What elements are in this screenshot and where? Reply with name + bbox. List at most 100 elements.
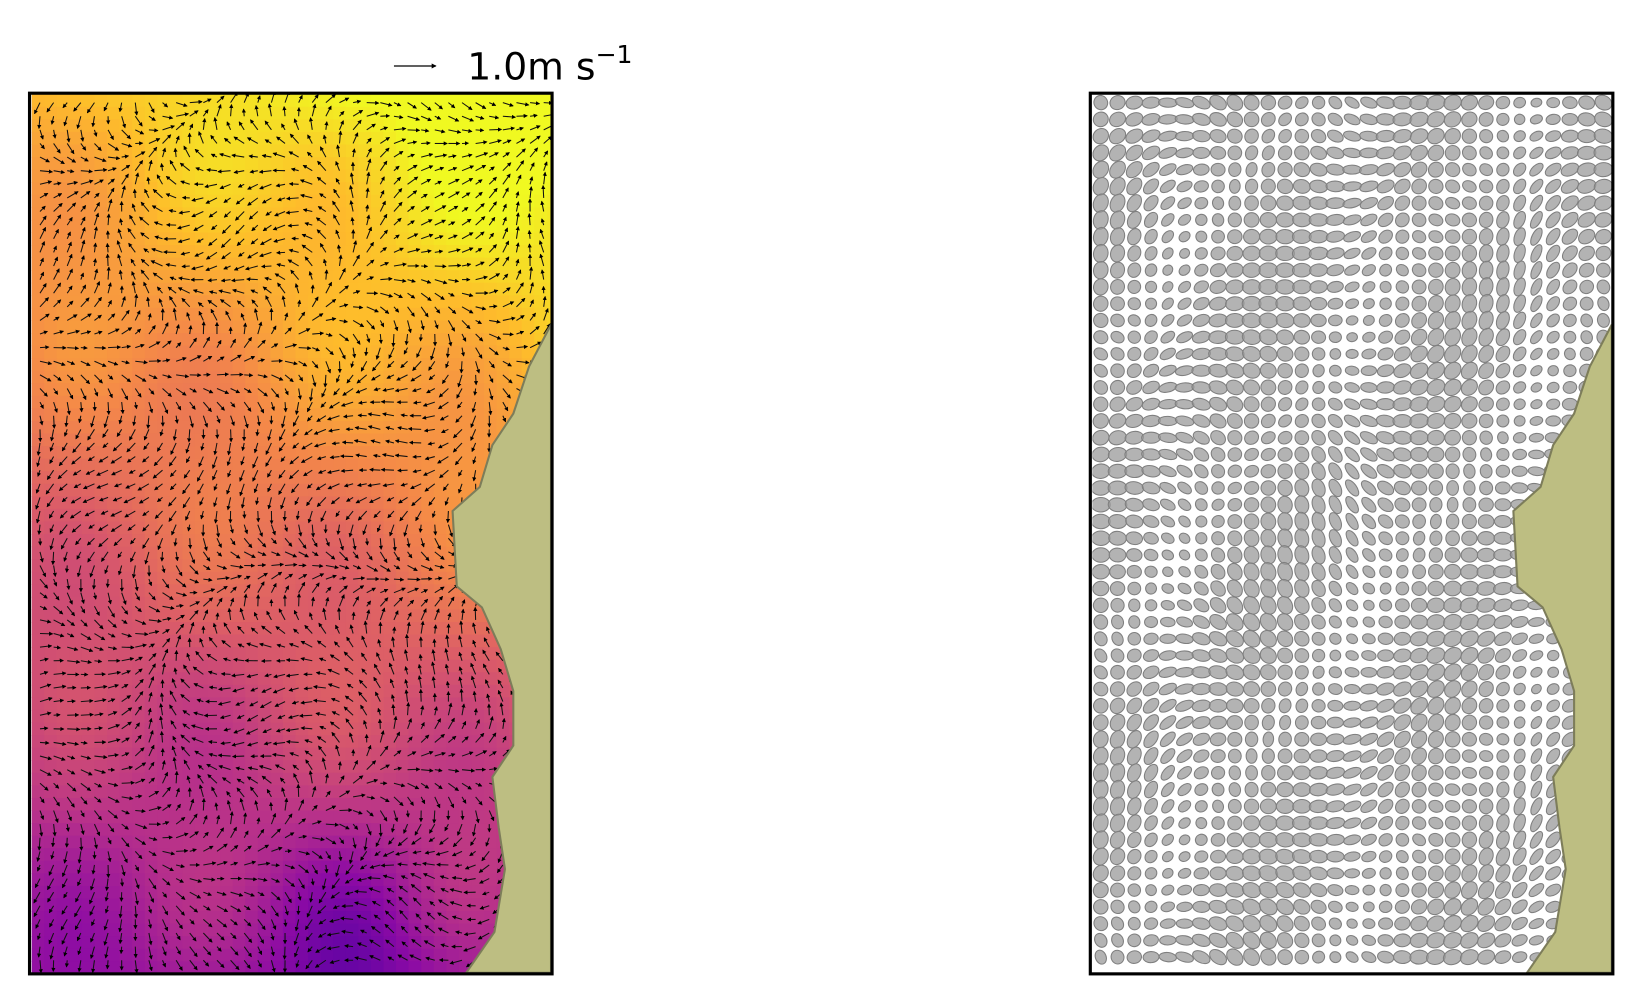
heat-cell	[44, 257, 58, 271]
heat-cell	[333, 860, 347, 874]
heat-cell	[421, 282, 435, 296]
heat-cell	[207, 823, 221, 837]
heat-cell	[94, 873, 108, 887]
heat-cell	[458, 835, 472, 849]
heat-cell	[308, 521, 322, 535]
heat-cell	[245, 848, 259, 862]
heat-cell	[144, 383, 158, 397]
heat-cell	[31, 320, 45, 334]
heat-cell	[320, 810, 334, 824]
quiver-arrow	[53, 645, 62, 650]
heat-cell	[31, 584, 45, 598]
heat-cell	[345, 923, 359, 937]
quiver-arrow	[298, 346, 312, 351]
heat-cell	[257, 144, 271, 158]
heat-cell	[458, 182, 472, 196]
heat-cell	[308, 257, 322, 271]
heat-cell	[194, 345, 209, 359]
heat-cell	[370, 898, 384, 912]
heat-cell	[44, 119, 58, 133]
heat-cell	[446, 169, 460, 183]
heat-cell	[107, 219, 121, 233]
quiver-arrow	[271, 358, 284, 364]
heat-cell	[194, 370, 209, 384]
heat-cell	[433, 860, 447, 874]
heat-cell	[44, 521, 58, 535]
heat-cell	[31, 923, 45, 937]
heat-cell	[194, 207, 209, 221]
quiver-arrow	[299, 713, 313, 718]
quiver-arrow	[288, 181, 299, 187]
heat-cell	[194, 860, 209, 874]
heat-cell	[245, 508, 259, 523]
heat-cell	[94, 194, 108, 208]
heat-cell	[282, 383, 297, 397]
heat-cell	[270, 936, 284, 950]
heat-cell	[257, 408, 271, 422]
heat-cell	[295, 219, 309, 233]
heat-cell	[220, 106, 234, 120]
heat-cell	[169, 747, 183, 761]
heat-cell	[44, 219, 58, 233]
heat-cell	[257, 333, 271, 347]
heat-cell	[119, 370, 133, 384]
heat-cell	[169, 722, 183, 736]
heat-cell	[270, 119, 284, 133]
heat-cell	[182, 370, 196, 384]
heat-cell	[433, 370, 447, 384]
heat-cell	[107, 659, 121, 673]
heat-cell	[220, 659, 234, 673]
heat-cell	[370, 885, 384, 899]
heat-cell	[182, 320, 196, 334]
heat-cell	[433, 923, 447, 937]
heat-cell	[358, 245, 372, 259]
heat-cell	[320, 257, 334, 271]
heat-cell	[295, 358, 309, 372]
heat-cell	[345, 295, 359, 309]
heat-cell	[396, 722, 410, 736]
heat-cell	[295, 370, 309, 384]
heat-cell	[169, 483, 183, 497]
heat-cell	[194, 408, 209, 422]
heat-cell	[308, 848, 322, 862]
heat-cell	[308, 873, 322, 887]
heat-cell	[471, 257, 485, 271]
heat-cell	[220, 911, 234, 925]
heat-cell	[69, 257, 83, 271]
heat-cell	[157, 709, 171, 724]
heat-cell	[282, 534, 297, 548]
heat-cell	[370, 659, 384, 673]
heat-cell	[546, 119, 552, 133]
heat-cell	[157, 747, 171, 761]
heat-cell	[471, 131, 485, 146]
heat-cell	[471, 747, 485, 761]
heat-cell	[383, 948, 397, 962]
heat-cell	[182, 534, 196, 548]
heat-cell	[383, 684, 397, 698]
heat-cell	[207, 420, 221, 435]
heat-cell	[232, 370, 246, 384]
heat-cell	[408, 207, 422, 221]
heat-cell	[132, 320, 146, 334]
heat-cell	[69, 823, 83, 837]
heat-cell	[345, 835, 359, 849]
heat-cell	[345, 697, 359, 711]
heat-cell	[320, 182, 334, 196]
heat-cell	[270, 358, 284, 372]
heat-cell	[257, 471, 271, 485]
heat-cell	[245, 94, 259, 108]
heat-cell	[220, 747, 234, 761]
heat-cell	[81, 848, 95, 862]
heat-cell	[471, 182, 485, 196]
heat-cell	[107, 835, 121, 849]
heat-cell	[132, 647, 146, 661]
heat-cell	[282, 659, 297, 673]
heat-cell	[295, 911, 309, 925]
heat-cell	[194, 245, 209, 259]
heat-cell	[458, 772, 472, 786]
heat-cell	[446, 785, 460, 799]
heat-cell	[282, 333, 297, 347]
heat-cell	[320, 634, 334, 648]
heat-cell	[232, 219, 246, 233]
heat-cell	[358, 508, 372, 523]
